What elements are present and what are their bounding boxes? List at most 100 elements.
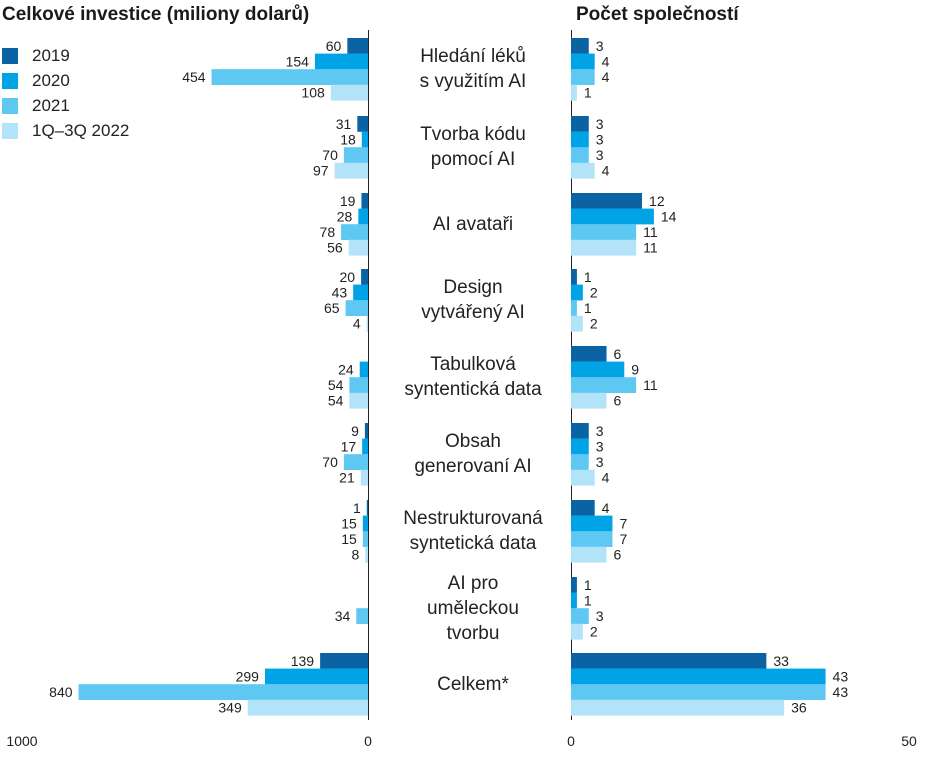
count-label-3-2: 1	[584, 300, 592, 316]
invest-label-0-3: 108	[301, 85, 325, 101]
count-bar-2-3	[571, 239, 637, 256]
legend-item-2020: 2020	[2, 69, 129, 93]
count-label-3-0: 1	[584, 269, 592, 285]
count-label-1-1: 3	[596, 131, 604, 147]
invest-bar-5-1	[362, 438, 368, 455]
invest-bar-3-3	[366, 315, 368, 332]
invest-label-6-1: 15	[341, 515, 357, 531]
count-label-0-0: 3	[596, 38, 604, 54]
invest-label-3-0: 20	[340, 269, 356, 285]
count-bar-0-1	[571, 53, 595, 70]
invest-label-6-2: 15	[341, 531, 357, 547]
category-label-line: Design	[443, 277, 503, 299]
invest-bar-4-1	[359, 361, 368, 378]
count-bar-1-2	[571, 147, 589, 163]
category-label-line: vytvářený AI	[421, 302, 525, 324]
invest-label-0-2: 454	[182, 69, 206, 85]
count-label-5-3: 4	[602, 470, 610, 486]
legend-item-2019: 2019	[2, 44, 129, 68]
category-label-line: syntetická data	[409, 533, 537, 555]
invest-label-6-3: 8	[351, 547, 359, 563]
category-label-line: Obsah	[445, 431, 501, 453]
count-label-0-3: 1	[584, 85, 592, 101]
invest-label-5-3: 21	[339, 470, 355, 486]
category-label-line: generovaní AI	[414, 456, 532, 478]
invest-bar-5-0	[364, 423, 368, 439]
category-label-line: Tabulková	[430, 354, 516, 376]
category-label: AI pro uměleckou tvorbu	[378, 571, 568, 646]
count-label-4-3: 6	[614, 393, 622, 409]
invest-label-5-0: 9	[351, 423, 359, 439]
count-label-5-0: 3	[596, 423, 604, 439]
invest-label-1-0: 31	[336, 116, 352, 132]
count-bar-3-1	[571, 284, 583, 301]
invest-label-2-1: 28	[337, 208, 353, 224]
invest-bar-1-3	[334, 162, 368, 179]
count-bar-4-2	[571, 377, 637, 393]
category-label-line: AI pro	[447, 572, 499, 594]
legend-swatch-2021	[2, 98, 18, 114]
category-label-line: AI avataři	[432, 213, 514, 235]
invest-bar-6-1	[362, 515, 368, 532]
count-label-2-3: 11	[643, 240, 658, 256]
invest-label-8-3: 349	[218, 700, 242, 716]
count-bar-7-0	[571, 577, 577, 593]
count-label-3-3: 2	[590, 316, 598, 332]
category-label: AI avataři	[378, 212, 568, 237]
count-label-3-1: 2	[590, 284, 598, 300]
invest-label-3-2: 65	[324, 300, 340, 316]
invest-bar-4-2	[349, 377, 368, 393]
count-label-7-2: 3	[596, 608, 604, 624]
count-label-8-3: 36	[791, 700, 807, 716]
invest-bar-6-3	[365, 546, 368, 563]
count-label-4-0: 6	[614, 346, 622, 362]
invest-label-2-0: 19	[340, 193, 356, 209]
invest-bar-0-3	[330, 84, 368, 101]
count-label-2-0: 12	[649, 193, 665, 209]
invest-label-1-1: 18	[340, 131, 356, 147]
count-bar-1-0	[571, 116, 589, 132]
count-label-1-2: 3	[596, 147, 604, 163]
count-bar-2-0	[571, 193, 643, 209]
count-label-1-0: 3	[596, 116, 604, 132]
invest-bar-0-0	[347, 38, 368, 54]
invest-label-1-3: 97	[313, 163, 329, 179]
invest-bar-3-1	[353, 284, 368, 301]
legend-swatch-2020	[2, 73, 18, 89]
invest-bar-3-2	[345, 300, 368, 316]
invest-label-5-2: 70	[322, 454, 338, 470]
category-label-line: s využitím AI	[419, 71, 527, 93]
invest-bar-2-3	[348, 239, 368, 256]
count-bar-0-2	[571, 69, 595, 85]
invest-bar-2-2	[341, 224, 368, 240]
left-chart-title: Celkové investice (miliony dolarů)	[2, 4, 310, 25]
count-label-7-3: 2	[590, 624, 598, 640]
legend-label-2021: 2021	[32, 96, 70, 115]
legend-item-2022: 1Q–3Q 2022	[2, 119, 129, 143]
count-label-4-2: 11	[643, 377, 658, 393]
category-label-line: pomocí AI	[430, 149, 516, 171]
invest-bar-0-2	[211, 69, 368, 85]
category-label: Celkem*	[378, 672, 568, 697]
legend-item-2021: 2021	[2, 94, 129, 118]
count-label-5-2: 3	[596, 454, 604, 470]
count-bar-8-0	[571, 653, 767, 669]
invest-bar-1-1	[361, 131, 368, 148]
invest-bar-0-1	[314, 53, 368, 70]
legend-label-2020: 2020	[32, 71, 70, 90]
invest-label-4-2: 54	[328, 377, 344, 393]
invest-label-5-1: 17	[341, 438, 357, 454]
count-label-6-0: 4	[602, 500, 610, 516]
invest-label-4-3: 54	[328, 393, 344, 409]
invest-bar-8-0	[320, 653, 368, 669]
count-label-6-2: 7	[619, 531, 627, 547]
invest-label-8-1: 299	[236, 668, 260, 684]
invest-label-7-2: 34	[335, 608, 351, 624]
count-label-6-1: 7	[619, 515, 627, 531]
invest-bar-8-2	[78, 684, 368, 700]
category-label-line: Celkem*	[437, 673, 509, 695]
invest-bar-6-0	[366, 500, 368, 516]
count-label-0-1: 4	[602, 53, 610, 69]
count-bar-0-3	[571, 84, 577, 101]
invest-label-6-0: 1	[353, 500, 361, 516]
